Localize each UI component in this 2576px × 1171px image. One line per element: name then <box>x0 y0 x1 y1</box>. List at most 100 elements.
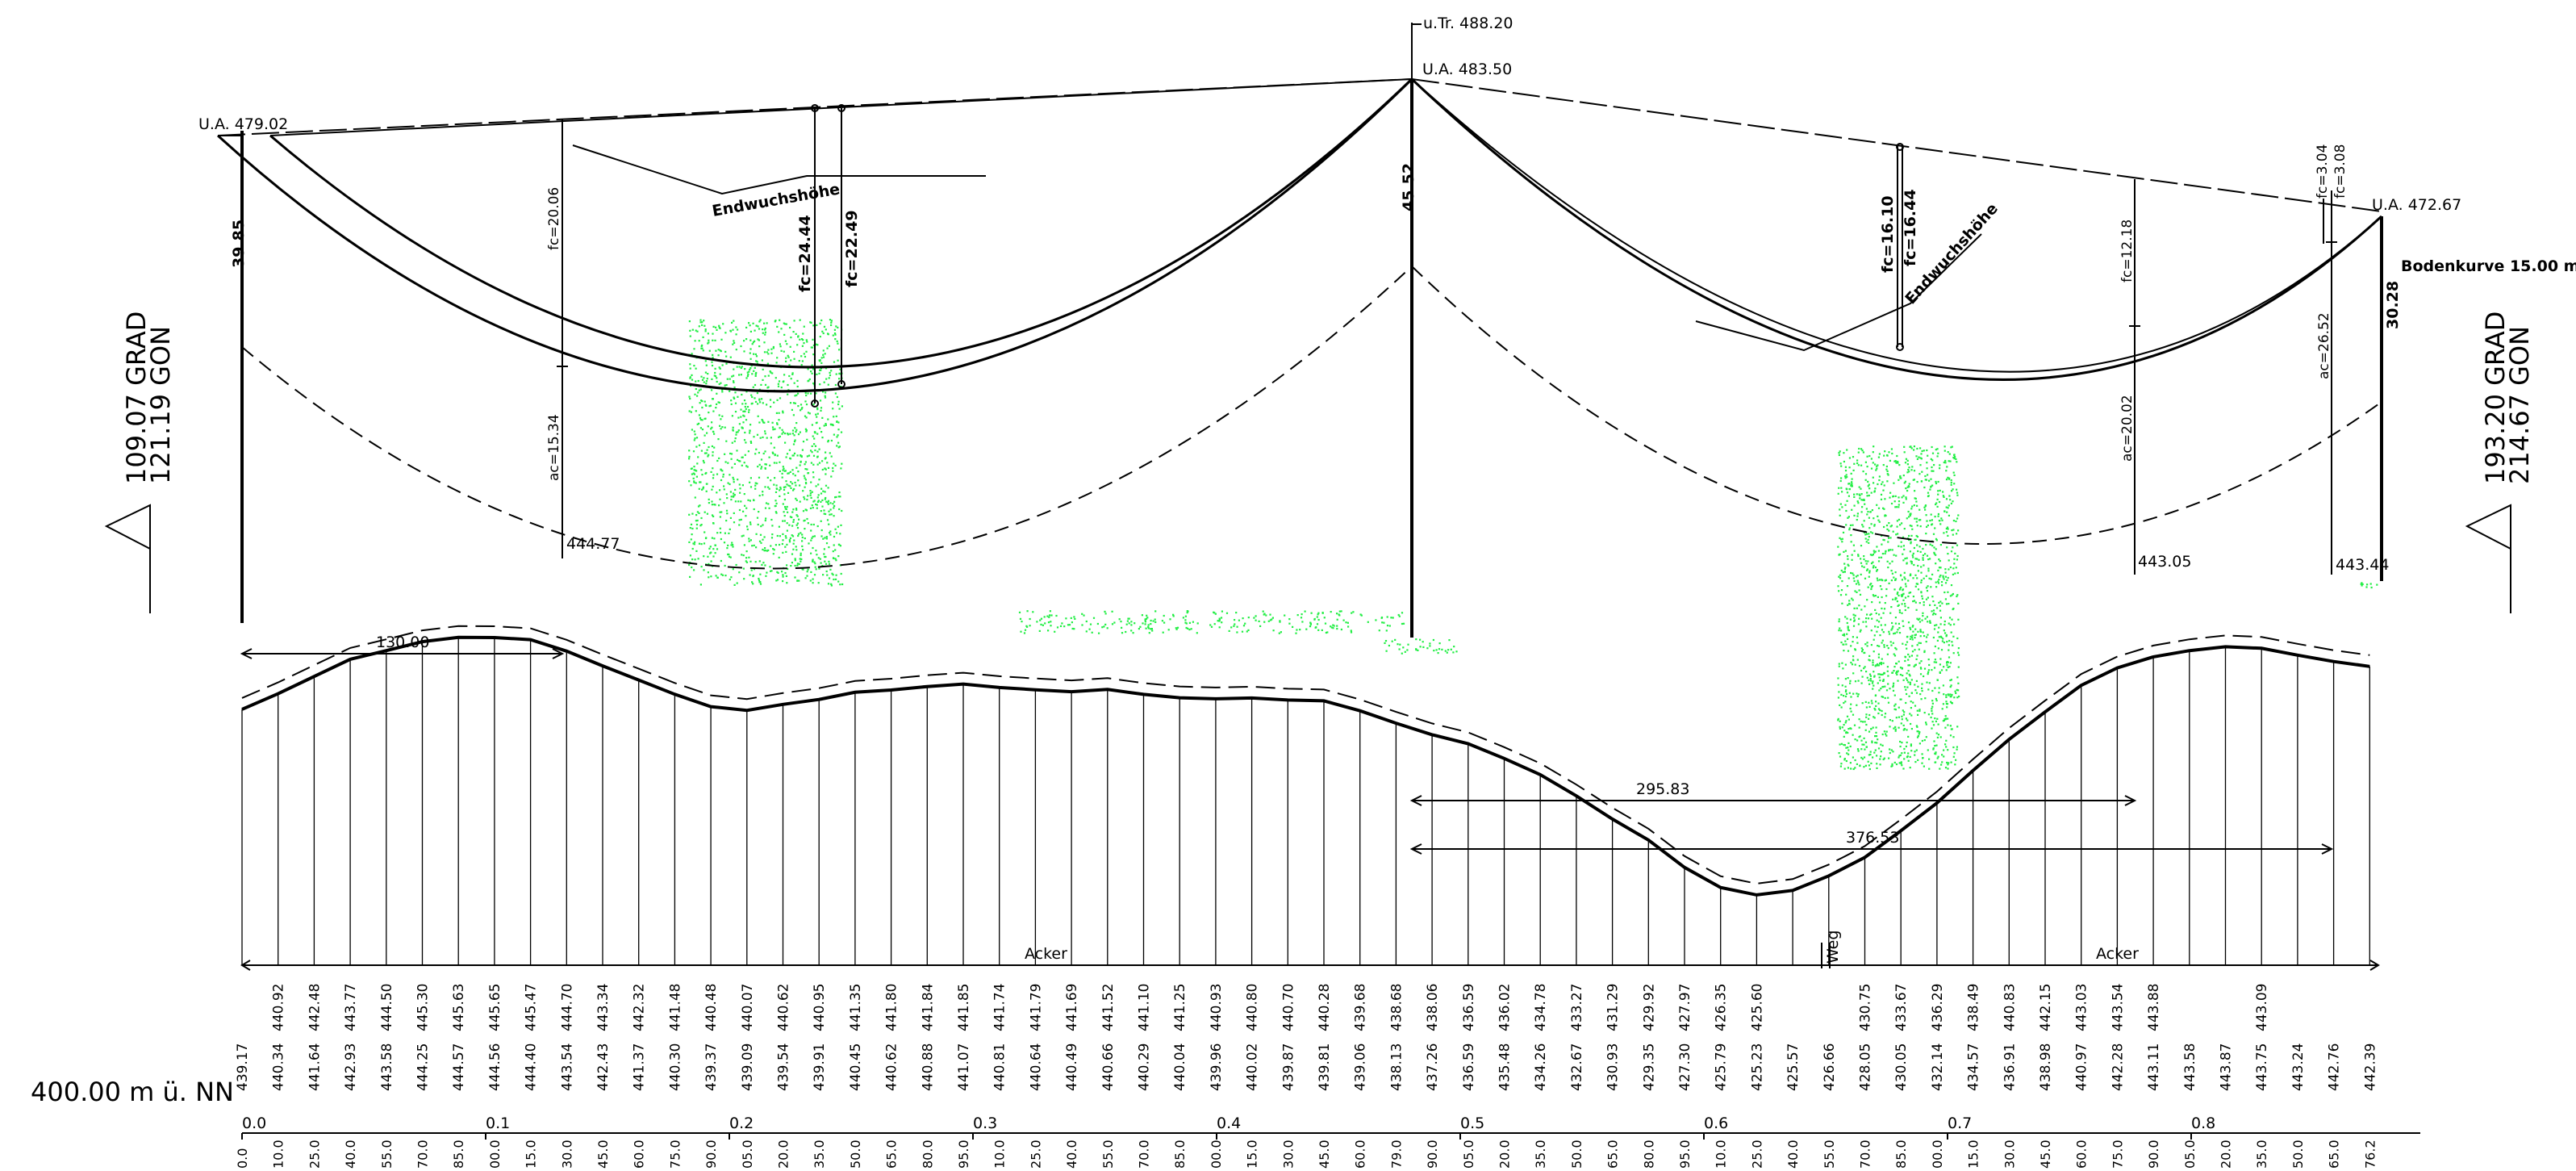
vegetation-point <box>1952 529 1955 531</box>
vegetation-point <box>1894 571 1897 574</box>
vegetation-point <box>810 462 812 464</box>
station-label: 76.2 <box>2362 1140 2378 1169</box>
vegetation-point <box>1890 606 1893 609</box>
vegetation-point <box>812 454 816 457</box>
vegetation-point <box>1869 680 1873 682</box>
vegetation-point <box>1906 557 1908 559</box>
vegetation-point <box>1845 692 1848 695</box>
vegetation-point <box>823 553 825 555</box>
vegetation-point <box>1910 728 1913 730</box>
vegetation-point <box>807 522 809 525</box>
vegetation-point <box>1894 728 1897 730</box>
vegetation-point <box>816 407 819 409</box>
vegetation-point <box>1898 755 1901 757</box>
vegetation-point <box>1848 600 1851 602</box>
vegetation-point <box>714 367 716 370</box>
vegetation-point <box>1903 451 1906 454</box>
vegetation-point <box>785 550 787 553</box>
vegetation-point <box>712 467 714 470</box>
vegetation-point <box>1844 640 1847 642</box>
vegetation-point <box>764 564 766 567</box>
vegetation-point <box>1873 525 1876 527</box>
vegetation-point <box>1906 463 1909 466</box>
elev-upper: 442.48 <box>307 984 323 1031</box>
vegetation-point <box>1943 749 1945 751</box>
vegetation-point <box>828 377 830 379</box>
vegetation-point <box>1868 655 1871 657</box>
vegetation-point <box>745 515 747 517</box>
vegetation-point <box>700 450 703 452</box>
vegetation-point <box>1870 458 1873 460</box>
vegetation-point <box>754 353 757 356</box>
vegetation-point <box>1221 610 1223 613</box>
land-use-band <box>240 943 2380 971</box>
vegetation-point <box>1847 483 1850 485</box>
vegetation-point <box>1854 648 1856 650</box>
vegetation-point <box>785 456 787 458</box>
station-label: 70.0 <box>1137 1140 1152 1169</box>
vegetation-point <box>691 429 693 431</box>
vegetation-point <box>1885 733 1887 735</box>
vegetation-point <box>1910 573 1912 575</box>
vegetation-point <box>699 402 701 404</box>
vegetation-point <box>710 470 712 473</box>
vegetation-point <box>1856 575 1859 577</box>
vegetation-point <box>1952 644 1954 646</box>
vegetation-point <box>785 537 787 539</box>
vegetation-point <box>758 560 761 562</box>
elev-lower: 443.75 <box>2254 1043 2270 1091</box>
vegetation-point <box>1321 612 1324 614</box>
vegetation-point <box>805 429 808 432</box>
vegetation-point <box>832 503 834 505</box>
vegetation-point <box>1949 460 1952 462</box>
vegetation-point <box>1910 655 1913 657</box>
vegetation-point <box>1892 530 1894 533</box>
vegetation-point <box>1305 628 1308 630</box>
vegetation-point <box>804 461 807 463</box>
vegetation-point <box>1163 614 1165 617</box>
vegetation-point <box>824 467 826 470</box>
vegetation-point <box>712 522 715 525</box>
vegetation-point <box>1128 622 1130 625</box>
vegetation-point <box>834 496 837 499</box>
vegetation-point <box>1865 508 1868 510</box>
elev-lower: 428.05 <box>1858 1043 1874 1091</box>
vegetation-point <box>1161 620 1163 622</box>
vegetation-point <box>1856 607 1858 609</box>
vegetation-point <box>754 383 757 387</box>
vegetation-point <box>1863 667 1865 670</box>
vegetation-point <box>1929 620 1931 622</box>
vegetation-point <box>800 404 803 406</box>
vegetation-point <box>1375 619 1377 621</box>
vegetation-point <box>741 403 744 405</box>
vegetation-point <box>783 350 785 353</box>
vegetation-point <box>762 378 764 381</box>
vegetation-point <box>782 533 784 535</box>
elev-lower: 443.58 <box>2182 1043 2198 1091</box>
vegetation-point <box>1920 581 1923 583</box>
vegetation-point <box>1927 495 1930 497</box>
vegetation-point <box>1878 579 1881 581</box>
elev-upper: 426.35 <box>1714 984 1730 1031</box>
vegetation-point <box>822 391 825 393</box>
vegetation-point <box>1934 717 1936 720</box>
vegetation-point <box>1933 612 1935 614</box>
km-marker: 0.8 <box>2191 1115 2215 1132</box>
vegetation-point <box>1419 646 1422 648</box>
vegetation-point <box>691 378 694 381</box>
vegetation-point <box>1937 452 1939 454</box>
vegetation-point <box>718 504 720 507</box>
vegetation-point <box>711 378 713 380</box>
conductor-left-cold <box>241 266 1413 570</box>
vegetation-point <box>1853 579 1856 583</box>
vegetation-point <box>1889 726 1891 728</box>
orientation-left-gon: 121.19 GON <box>145 326 176 484</box>
vegetation-point <box>813 535 816 537</box>
vegetation-point <box>728 555 731 558</box>
vegetation-point <box>816 456 819 458</box>
vegetation-point <box>810 552 812 554</box>
vegetation-point <box>1898 622 1900 625</box>
vegetation-point <box>775 412 778 414</box>
vegetation-point <box>761 563 763 566</box>
vegetation-point <box>806 468 808 470</box>
